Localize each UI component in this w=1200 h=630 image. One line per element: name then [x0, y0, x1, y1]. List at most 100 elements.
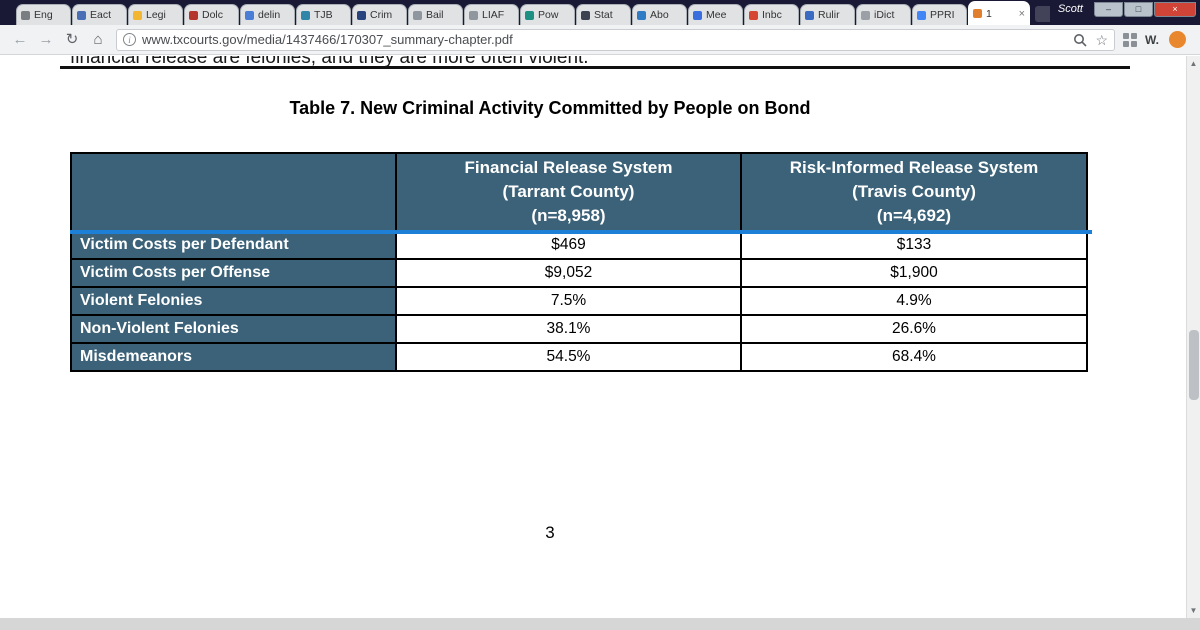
tab-label: Inbc: [762, 9, 782, 21]
maximize-button[interactable]: □: [1124, 2, 1153, 17]
tab-favicon: [469, 10, 478, 20]
browser-tab[interactable]: LIAF: [464, 4, 519, 25]
tab-favicon: [357, 10, 366, 20]
browser-tab[interactable]: Abo: [632, 4, 687, 25]
tab-label: Legi: [146, 9, 166, 21]
tab-close-icon[interactable]: ×: [1018, 7, 1025, 20]
browser-tab[interactable]: TJB: [296, 4, 351, 25]
table-row: Victim Costs per Offense $9,052 $1,900: [70, 258, 1088, 288]
extension-w-label[interactable]: W.: [1145, 32, 1159, 47]
row-label-cell: Non-Violent Felonies: [70, 314, 397, 344]
tab-favicon: [637, 10, 646, 20]
tab-favicon: [917, 10, 926, 20]
bond-activity-table: Financial Release System (Tarrant County…: [70, 152, 1088, 372]
nav-toolbar: ← → ↻ ⌂ i ☆ W.: [0, 25, 1200, 55]
browser-tab[interactable]: Pow: [520, 4, 575, 25]
table-row: Violent Felonies 7.5% 4.9%: [70, 286, 1088, 316]
url-input[interactable]: [142, 32, 1066, 47]
header-risk-informed-cell: Risk-Informed Release System (Travis Cou…: [740, 152, 1088, 232]
tab-favicon: [245, 10, 254, 20]
browser-tab[interactable]: Stat: [576, 4, 631, 25]
home-button[interactable]: ⌂: [93, 30, 103, 48]
titlebar-right: Scott – □ ×: [1050, 0, 1200, 25]
browser-tab[interactable]: Legi: [128, 4, 183, 25]
forward-button[interactable]: →: [38, 30, 54, 48]
tab-favicon: [805, 10, 814, 20]
value-cell: $9,052: [395, 258, 742, 288]
browser-tab[interactable]: Crim: [352, 4, 407, 25]
browser-tab[interactable]: Rulir: [800, 4, 855, 25]
address-bar[interactable]: i ☆: [116, 28, 1115, 51]
tab-favicon: [301, 10, 310, 20]
value-cell: $1,900: [740, 258, 1088, 288]
tab-label: Stat: [594, 9, 613, 21]
back-button[interactable]: ←: [12, 30, 28, 48]
browser-tab[interactable]: Eact: [72, 4, 127, 25]
horizontal-rule: [60, 66, 1130, 69]
apps-grid-icon[interactable]: [1123, 32, 1137, 47]
value-cell: 54.5%: [395, 342, 742, 372]
vertical-scrollbar[interactable]: ▲ ▼: [1186, 56, 1200, 618]
browser-tab[interactable]: Mee: [688, 4, 743, 25]
tab-strip: Eng Eact Legi Dolc delin TJB Crim Bail L…: [0, 0, 1050, 25]
browser-tab[interactable]: Dolc: [184, 4, 239, 25]
page-info-icon[interactable]: i: [123, 33, 136, 46]
tab-label: Pow: [538, 9, 559, 21]
clipped-sentence: financial release are felonies, and they…: [70, 56, 589, 68]
blue-highlight-line: [70, 230, 1092, 234]
row-label-cell: Misdemeanors: [70, 342, 397, 372]
tab-favicon: [77, 10, 86, 20]
browser-tab[interactable]: PPRI: [912, 4, 967, 25]
scrollbar-thumb[interactable]: [1189, 330, 1199, 400]
row-label-cell: Victim Costs per Defendant: [70, 230, 397, 260]
value-cell: 38.1%: [395, 314, 742, 344]
profile-avatar[interactable]: [1169, 31, 1186, 48]
tab-label: delin: [258, 9, 281, 21]
value-cell: 68.4%: [740, 342, 1088, 372]
browser-tab[interactable]: delin: [240, 4, 295, 25]
header-empty-cell: [70, 152, 397, 232]
browser-tab[interactable]: Eng: [16, 4, 71, 25]
browser-tab[interactable]: Inbc: [744, 4, 799, 25]
page-number: 3: [545, 523, 555, 542]
tab-favicon: [21, 10, 30, 20]
header-financial-cell: Financial Release System (Tarrant County…: [395, 152, 742, 232]
row-label-cell: Violent Felonies: [70, 286, 397, 316]
tab-label: Abo: [650, 9, 669, 21]
pdf-viewport: financial release are felonies, and they…: [0, 56, 1186, 618]
tab-label: Eact: [90, 9, 112, 21]
value-cell: 7.5%: [395, 286, 742, 316]
minimize-button[interactable]: –: [1094, 2, 1123, 17]
tab-favicon: [133, 10, 142, 20]
value-cell: $469: [395, 230, 742, 260]
tab-label: 1: [986, 7, 992, 20]
reload-button[interactable]: ↻: [65, 30, 79, 48]
value-cell: 26.6%: [740, 314, 1088, 344]
table-row: Victim Costs per Defendant $469 $133: [70, 230, 1088, 260]
value-cell: 4.9%: [740, 286, 1088, 316]
browser-tab[interactable]: Bail: [408, 4, 463, 25]
zoom-icon[interactable]: [1073, 33, 1088, 47]
scroll-up-icon[interactable]: ▲: [1189, 59, 1198, 68]
scroll-down-icon[interactable]: ▼: [1189, 606, 1198, 615]
tab-label: TJB: [314, 9, 333, 21]
titlebar: Eng Eact Legi Dolc delin TJB Crim Bail L…: [0, 0, 1200, 25]
tab-favicon: [749, 10, 758, 20]
bookmark-star-icon[interactable]: ☆: [1095, 31, 1108, 48]
table-row: Non-Violent Felonies 38.1% 26.6%: [70, 314, 1088, 344]
table-title: Table 7. New Criminal Activity Committed…: [289, 98, 811, 118]
value-cell: $133: [740, 230, 1088, 260]
new-tab-button[interactable]: [1035, 6, 1050, 22]
table-row: Misdemeanors 54.5% 68.4%: [70, 342, 1088, 372]
tab-favicon: [581, 10, 590, 20]
browser-tab[interactable]: iDict: [856, 4, 911, 25]
bottom-edge-bar: [0, 618, 1200, 630]
row-label-cell: Victim Costs per Offense: [70, 258, 397, 288]
tab-label: Bail: [426, 9, 444, 21]
browser-tab-active[interactable]: 1 ×: [968, 1, 1030, 25]
tab-favicon: [861, 10, 870, 20]
tab-label: Rulir: [818, 9, 840, 21]
close-button[interactable]: ×: [1154, 2, 1196, 17]
tab-label: PPRI: [930, 9, 955, 21]
